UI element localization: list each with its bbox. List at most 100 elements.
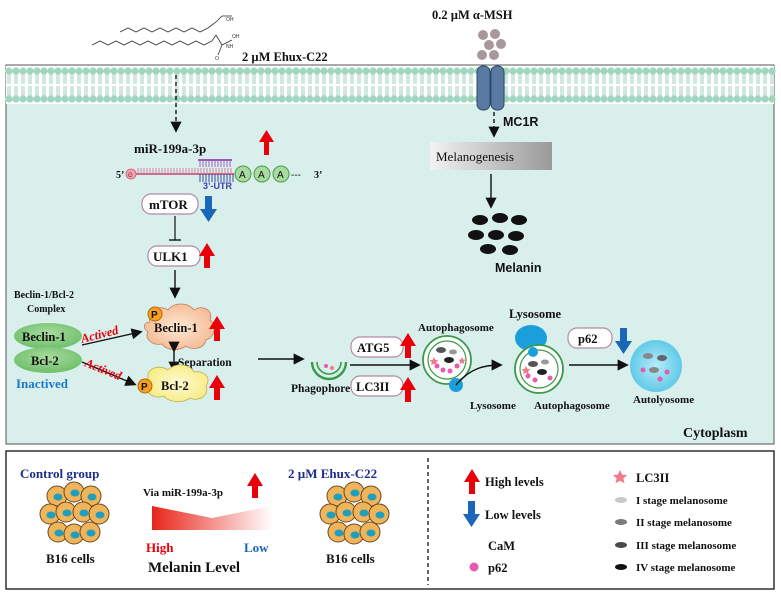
lipid-head — [593, 95, 601, 103]
beclin-active-label: Beclin-1 — [154, 321, 198, 335]
lipid-head — [166, 67, 174, 75]
mirna-label: miR-199a-3p — [134, 141, 206, 156]
lysosome-bottom-label: Lysosome — [470, 400, 516, 412]
cell-nucleus — [87, 493, 97, 501]
lipid-head — [40, 95, 48, 103]
legend-stage4: IV stage melanosome — [636, 562, 736, 574]
lipid-head — [159, 95, 167, 103]
bcl2-active-label: Bcl-2 — [161, 379, 189, 393]
lipid-head — [376, 95, 384, 103]
stage4-melanosome-icon — [615, 564, 627, 570]
lipid-head — [411, 67, 419, 75]
lipid-head — [194, 95, 202, 103]
autophagosome-2 — [514, 344, 564, 394]
atg5-box — [350, 336, 404, 358]
lipid-head — [68, 95, 76, 103]
lipid-head — [327, 95, 335, 103]
lipid-head — [75, 67, 83, 75]
lipid-head — [719, 67, 727, 75]
lipid-head — [320, 95, 328, 103]
control-cell-cluster — [39, 481, 110, 545]
cell-nucleus — [333, 493, 343, 501]
lipid-head — [460, 95, 468, 103]
lc3ii-up-arrow — [400, 377, 416, 402]
control-group-title: Control group — [20, 466, 99, 481]
stage1-melanosome-icon — [615, 497, 627, 503]
lipid-head — [362, 67, 370, 75]
lipid-head — [593, 67, 601, 75]
cell-nucleus — [342, 509, 352, 517]
legend-high-levels: High levels — [485, 475, 544, 489]
ulk1-up-arrow — [199, 243, 215, 268]
cell-nucleus — [70, 531, 80, 539]
lipid-head — [278, 67, 286, 75]
lipid-head — [152, 67, 160, 75]
cell-nucleus — [79, 509, 89, 517]
lipid-head — [677, 95, 685, 103]
lipid-head — [26, 95, 34, 103]
lipid-head — [243, 67, 251, 75]
lipid-head — [124, 67, 132, 75]
lipid-head — [131, 67, 139, 75]
lysosome-fusion-arrow — [455, 359, 503, 386]
lipid-head — [432, 95, 440, 103]
lipid-head — [621, 67, 629, 75]
lipid-head — [348, 67, 356, 75]
cell-nucleus — [62, 509, 72, 517]
low-label: Low — [244, 540, 269, 555]
stage2-melanosome-icon — [615, 519, 627, 525]
lipid-head — [439, 95, 447, 103]
bcl2-active-blob — [146, 364, 209, 402]
lipid-head — [180, 95, 188, 103]
lipid-head — [642, 67, 650, 75]
lipid-head — [313, 67, 321, 75]
lipid-head — [404, 67, 412, 75]
lc3ii-label: LC3II — [356, 380, 389, 394]
ehux-structure-icon: OH OH NH O — [91, 15, 240, 62]
melanin-level-wedge — [152, 506, 272, 530]
lipid-head — [40, 67, 48, 75]
lipid-head — [726, 95, 734, 103]
polya-a3: A — [277, 170, 284, 181]
lipid-head — [418, 95, 426, 103]
lipid-head — [467, 67, 475, 75]
svg-text:OH: OH — [232, 34, 240, 40]
lipid-head — [208, 67, 216, 75]
legend-lc3ii: LC3II — [636, 471, 669, 485]
autophagosome-1 — [422, 335, 472, 385]
lipid-head — [145, 95, 153, 103]
lipid-head — [5, 67, 13, 75]
mrna-tail: --- — [291, 170, 301, 181]
mtor-box — [141, 193, 199, 215]
mtor-down-arrow — [200, 196, 217, 222]
lipid-head — [257, 95, 265, 103]
lipid-head — [572, 67, 580, 75]
legend-low-levels: Low levels — [485, 508, 541, 522]
beclin-up-arrow — [209, 316, 225, 341]
lipid-head — [278, 95, 286, 103]
lipid-head — [712, 95, 720, 103]
lipid-head — [733, 95, 741, 103]
lipid-head — [271, 95, 279, 103]
melanin-label: Melanin — [495, 261, 542, 275]
lipid-head — [649, 67, 657, 75]
bcl2-phospho-badge — [137, 378, 153, 394]
complex-title: Beclin-1/Bcl-2 — [14, 290, 74, 301]
lipid-head — [691, 95, 699, 103]
lipid-head — [684, 95, 692, 103]
lipid-head — [628, 95, 636, 103]
lipid-head — [705, 95, 713, 103]
lipid-head — [285, 67, 293, 75]
lipid-head — [600, 95, 608, 103]
lipid-head — [558, 67, 566, 75]
lipid-head — [579, 95, 587, 103]
cell-nucleus — [334, 529, 344, 537]
lipid-head — [166, 95, 174, 103]
lipid-head — [54, 95, 62, 103]
lipid-head — [572, 95, 580, 103]
lipid-head — [656, 67, 664, 75]
lipid-head — [551, 95, 559, 103]
lipid-head — [173, 67, 181, 75]
lipid-head — [698, 95, 706, 103]
lipid-head — [362, 95, 370, 103]
